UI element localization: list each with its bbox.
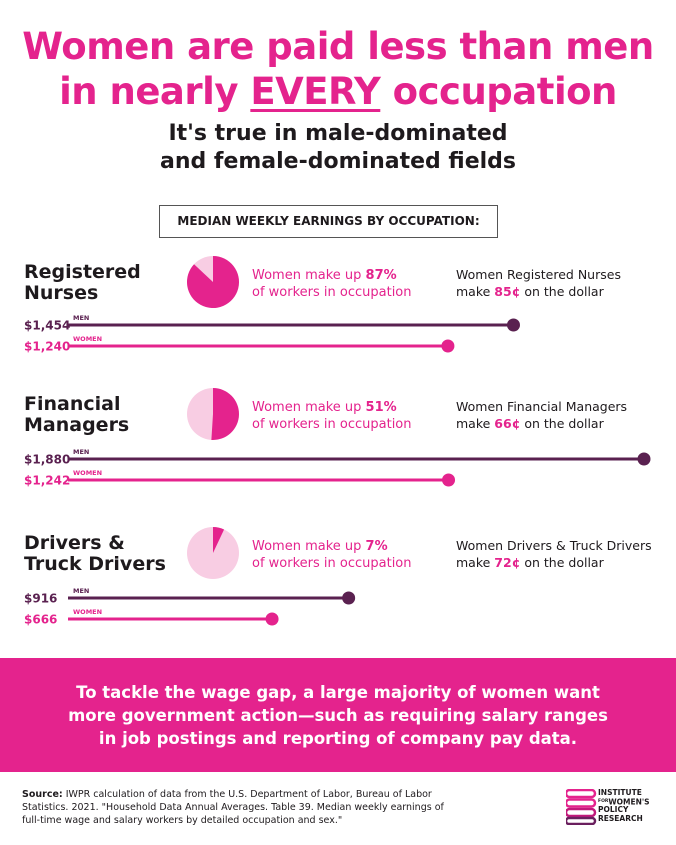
- source-line-2: Statistics. 2021. "Household Data Annual…: [22, 802, 444, 813]
- ratio-prefix: make: [456, 555, 495, 570]
- earnings-bars: $916 MEN $666 WOMEN: [24, 587, 356, 627]
- source-label: Source:: [22, 789, 63, 800]
- share-value: 87%: [365, 268, 397, 283]
- ratio-value: 72¢: [494, 555, 521, 570]
- pie-women-share: [187, 256, 240, 308]
- women-share-pie: [187, 256, 240, 308]
- pay-ratio-text: Women Drivers & Truck Drivers make 72¢ o…: [456, 537, 652, 571]
- women-series-label: WOMEN: [73, 335, 102, 343]
- occupation-name-line-1: Registered: [24, 261, 141, 283]
- share-prefix: Women make up: [252, 268, 366, 283]
- title-line-2-end: occupation: [380, 70, 618, 113]
- women-earnings-label: $666: [24, 613, 57, 627]
- men-series-label: MEN: [73, 314, 89, 322]
- men-earnings-point: [342, 591, 356, 605]
- pay-ratio-text: Women Registered Nurses make 85¢ on the …: [456, 266, 621, 300]
- logo-wordmark: INSTITUTE FORWOMEN'S POLICY RESEARCH: [598, 788, 650, 823]
- subtitle-line-2: and female-dominated fields: [159, 149, 517, 174]
- women-series-label: WOMEN: [73, 469, 102, 477]
- logo-line-2: WOMEN'S: [608, 796, 650, 806]
- occupation-name: Drivers & Truck Drivers: [24, 533, 166, 575]
- source-note: Source: IWPR calculation of data from th…: [22, 788, 502, 827]
- share-prefix: Women make up: [252, 400, 366, 415]
- source-line-1: IWPR calculation of data from the U.S. D…: [62, 789, 432, 800]
- occupation-name-line-2: Nurses: [24, 282, 99, 304]
- women-earnings-label: $1,240: [24, 340, 70, 354]
- women-share-pie: [187, 388, 239, 440]
- men-earnings-point: [506, 318, 520, 332]
- women-earnings-label: $1,242: [24, 474, 70, 488]
- subtitle: It's true in male-dominated and female-d…: [0, 120, 676, 176]
- banner-text: To tackle the wage gap, a large majority…: [40, 681, 636, 750]
- banner-line-1: To tackle the wage gap, a large majority…: [76, 683, 600, 702]
- title-line-2-start: in nearly: [59, 70, 251, 113]
- ratio-line-1: Women Drivers & Truck Drivers: [456, 538, 652, 553]
- ratio-value: 85¢: [494, 284, 521, 299]
- share-line-2: of workers in occupation: [252, 417, 412, 432]
- occupation-name-line-2: Truck Drivers: [24, 553, 166, 575]
- women-share-text: Women make up 7% of workers in occupatio…: [252, 538, 412, 572]
- women-earnings-point: [265, 612, 279, 626]
- main-title: Women are paid less than men in nearly E…: [0, 24, 676, 114]
- occupation-name: Registered Nurses: [24, 262, 141, 304]
- call-to-action-banner: To tackle the wage gap, a large majority…: [0, 658, 676, 772]
- logo-line-1: INSTITUTE: [598, 788, 642, 797]
- occupation-name-line-1: Financial: [24, 393, 121, 415]
- subtitle-line-1: It's true in male-dominated: [168, 121, 508, 146]
- men-series-label: MEN: [73, 587, 89, 595]
- iwpr-logo-icon: [566, 789, 597, 825]
- title-line-2: in nearly EVERY occupation: [0, 69, 676, 114]
- share-line-2: of workers in occupation: [252, 285, 412, 300]
- source-line-3: full-time wage and salary workers by det…: [22, 815, 343, 826]
- ratio-line-1: Women Registered Nurses: [456, 267, 621, 282]
- title-emphasis: EVERY: [250, 70, 381, 113]
- ratio-line-1: Women Financial Managers: [456, 399, 628, 414]
- ratio-prefix: make: [456, 284, 495, 299]
- ratio-suffix: on the dollar: [520, 284, 604, 299]
- logo-for: FOR: [598, 798, 609, 804]
- banner-line-2: more government action—such as requiring…: [68, 706, 608, 725]
- title-line-1: Women are paid less than men: [22, 25, 654, 68]
- ratio-suffix: on the dollar: [520, 555, 604, 570]
- share-value: 51%: [365, 400, 397, 415]
- women-share-text: Women make up 87% of workers in occupati…: [252, 267, 412, 301]
- chart-label-box: MEDIAN WEEKLY EARNINGS BY OCCUPATION:: [159, 205, 498, 238]
- share-value: 7%: [365, 539, 388, 554]
- share-line-2: of workers in occupation: [252, 556, 412, 571]
- women-earnings-point: [442, 473, 456, 487]
- occupation-name-line-2: Managers: [24, 414, 130, 436]
- women-series-label: WOMEN: [73, 608, 102, 616]
- occupation-name-line-1: Drivers &: [24, 532, 125, 554]
- men-earnings-label: $916: [24, 592, 57, 606]
- ratio-value: 66¢: [494, 416, 521, 431]
- pie-women-share: [211, 388, 239, 440]
- logo-line-4: RESEARCH: [598, 813, 643, 823]
- women-share-pie: [187, 527, 239, 579]
- banner-line-3: in job postings and reporting of company…: [98, 729, 578, 748]
- ratio-prefix: make: [456, 416, 495, 431]
- ratio-suffix: on the dollar: [520, 416, 604, 431]
- pie-women-share: [213, 527, 225, 553]
- men-series-label: MEN: [73, 448, 89, 456]
- share-prefix: Women make up: [252, 539, 366, 554]
- men-earnings-label: $1,454: [24, 319, 70, 333]
- women-share-text: Women make up 51% of workers in occupati…: [252, 399, 412, 433]
- occupation-name: Financial Managers: [24, 394, 129, 436]
- women-earnings-point: [441, 339, 455, 353]
- men-earnings-point: [637, 452, 651, 466]
- logo-line-3: POLICY: [598, 805, 629, 815]
- pay-ratio-text: Women Financial Managers make 66¢ on the…: [456, 398, 627, 432]
- men-earnings-label: $1,880: [24, 453, 70, 467]
